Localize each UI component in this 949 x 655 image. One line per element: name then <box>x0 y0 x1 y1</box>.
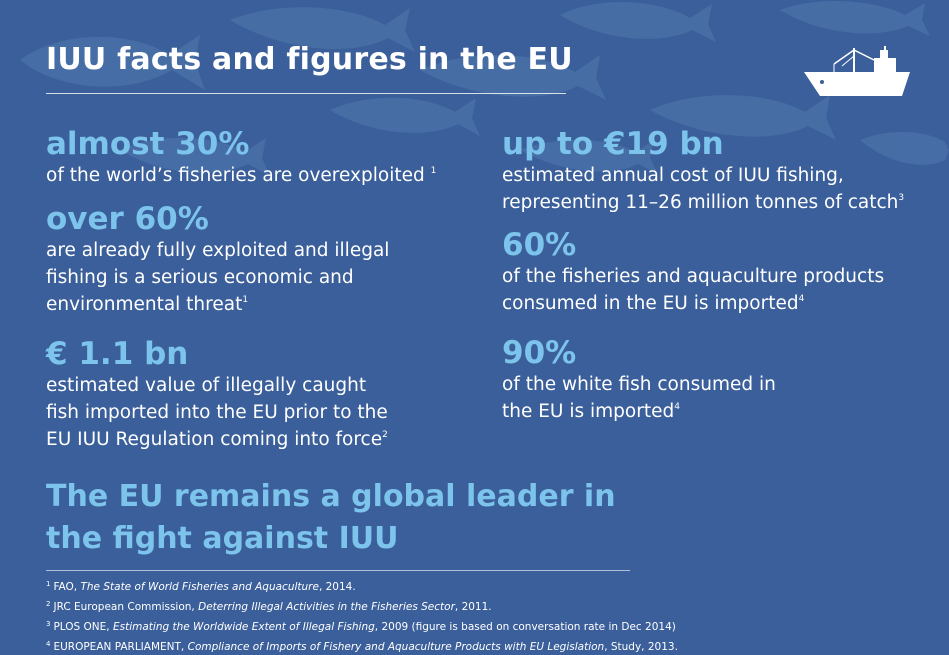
footnote-item: 1 FAO, The State of World Fisheries and A… <box>46 576 926 596</box>
fact-text-line: environmental threat <box>46 294 243 315</box>
leader-line: the fight against IUU <box>46 521 399 556</box>
footnote-item: 3 PLOS ONE, Estimating the Worldwide Exte… <box>46 616 926 636</box>
footnote-source: EUROPEAN PARLIAMENT, <box>53 641 188 653</box>
fact-text: of the world’s fisheries are overexploit… <box>46 162 436 189</box>
footnote-item: 2 JRC European Commission, Deterring Ille… <box>46 596 926 616</box>
fact-annual-cost: up to €19 bn estimated annual cost of IU… <box>502 126 904 216</box>
fact-text-line: of the fisheries and aquaculture product… <box>502 266 885 287</box>
page-title: IUU facts and figures in the EU <box>46 42 573 77</box>
fact-text: estimated annual cost of IUU fishing, re… <box>502 162 904 216</box>
footnote-title: Deterring Illegal Activities in the Fish… <box>198 601 455 613</box>
fishing-ship-icon <box>804 46 910 96</box>
fact-value: € 1.1 bn <box>46 336 189 372</box>
fact-text: of the fisheries and aquaculture product… <box>502 263 884 317</box>
footnote-number: 2 <box>46 600 51 608</box>
footnote-title: The State of World Fisheries and Aquacul… <box>80 581 319 593</box>
footnote-detail: , 2009 (figure is based on conversation … <box>374 621 676 633</box>
fact-text-line: of the world’s fisheries are overexploit… <box>46 165 425 186</box>
footnote-item: 4 EUROPEAN PARLIAMENT, Compliance of Impo… <box>46 636 926 655</box>
fact-overexploited: almost 30% of the world’s fisheries are … <box>46 126 436 189</box>
fact-text: of the white fish consumed in the EU is … <box>502 371 776 425</box>
leader-statement: The EU remains a global leader in the fi… <box>46 476 646 560</box>
footnote-ref: 1 <box>242 295 249 305</box>
footnote-ref: 4 <box>674 402 680 412</box>
fact-text-line: fishing is a serious economic and <box>46 267 354 288</box>
fact-text-line: fish imported into the EU prior to the <box>46 402 388 423</box>
footnote-detail: , 2011. <box>454 601 492 613</box>
fact-white-fish: 90% of the white fish consumed in the EU… <box>502 335 776 425</box>
fact-text-line: consumed in the EU is imported <box>502 293 799 314</box>
fact-imported-products: 60% of the fisheries and aquaculture pro… <box>502 227 884 317</box>
footnote-ref: 4 <box>798 294 805 304</box>
fact-text-line: EU IUU Regulation coming into force <box>46 429 383 450</box>
fact-value: 60% <box>502 227 577 263</box>
fact-text-line: the EU is imported <box>502 401 675 422</box>
footnote-ref: 3 <box>898 193 905 203</box>
footnotes-divider <box>46 570 630 571</box>
footnote-number: 1 <box>46 580 51 588</box>
fact-value: over 60% <box>46 201 209 237</box>
footnote-title: Estimating the Worldwide Extent of Illeg… <box>112 621 375 633</box>
footnote-detail: , Study, 2013. <box>604 641 678 653</box>
fact-text: are already fully exploited and illegal … <box>46 237 389 318</box>
leader-line: The EU remains a global leader in <box>46 479 616 514</box>
fact-text-line: representing 11–26 million tonnes of cat… <box>502 192 899 213</box>
fact-fully-exploited: over 60% are already fully exploited and… <box>46 201 389 318</box>
footnote-number: 4 <box>46 640 51 648</box>
footnote-source: JRC European Commission, <box>53 601 199 613</box>
fact-illegal-value: € 1.1 bn estimated value of illegally ca… <box>46 336 388 453</box>
fact-text-line: of the white fish consumed in <box>502 374 776 395</box>
fact-value: up to €19 bn <box>502 126 724 162</box>
footnote-source: FAO, <box>53 581 81 593</box>
fact-value: 90% <box>502 335 577 371</box>
fact-value: almost 30% <box>46 126 250 162</box>
footnote-ref: 1 <box>430 166 437 176</box>
footnote-number: 3 <box>46 620 51 628</box>
fact-text: estimated value of illegally caught fish… <box>46 372 388 453</box>
footnote-source: PLOS ONE, <box>53 621 113 633</box>
fact-text-line: are already fully exploited and illegal <box>46 240 390 261</box>
fish-silhouettes-background <box>20 0 949 176</box>
footnote-title: Compliance of Imports of Fishery and Aqu… <box>187 641 605 653</box>
footnotes: 1 FAO, The State of World Fisheries and A… <box>46 576 926 655</box>
fact-text-line: estimated value of illegally caught <box>46 375 367 396</box>
title-underline <box>46 93 566 94</box>
fact-text-line: estimated annual cost of IUU fishing, <box>502 165 844 186</box>
footnote-detail: , 2014. <box>318 581 356 593</box>
footnote-ref: 2 <box>382 430 388 440</box>
